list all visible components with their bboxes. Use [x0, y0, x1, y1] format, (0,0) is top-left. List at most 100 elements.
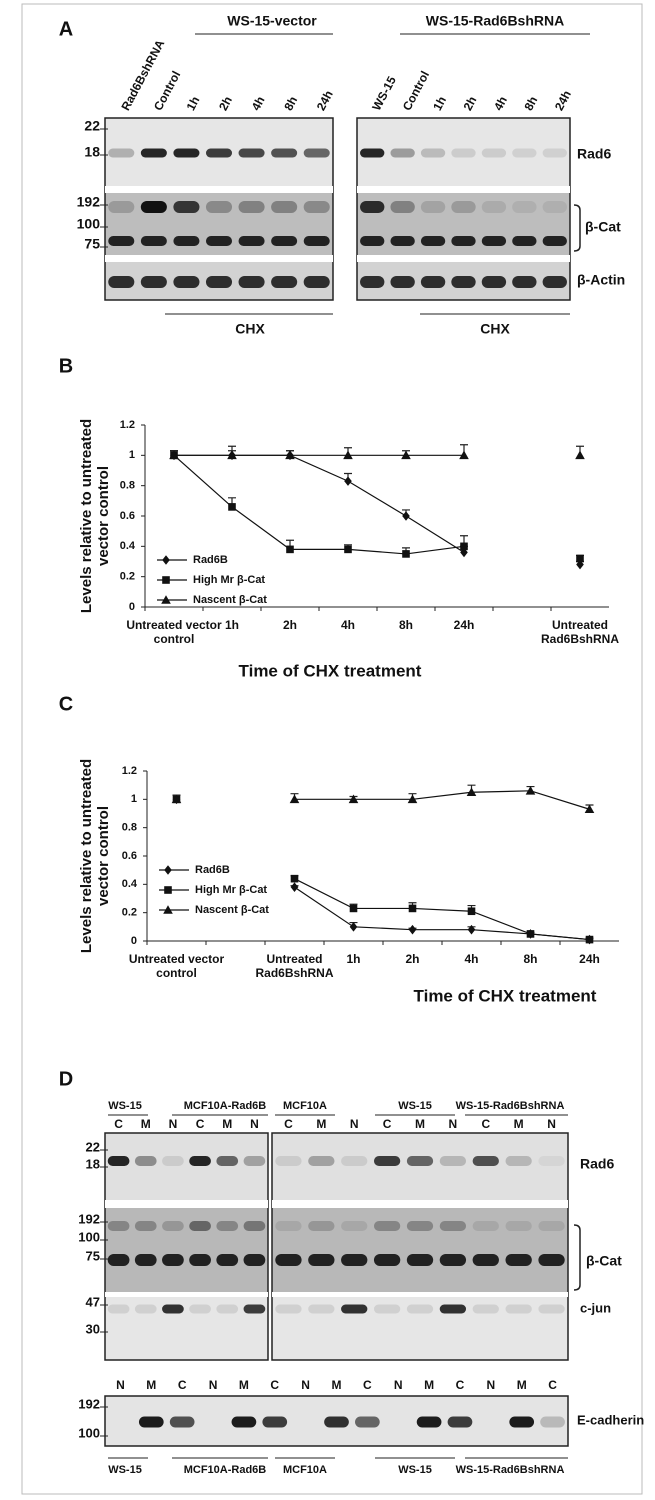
- mw-marker: 100: [78, 1229, 100, 1244]
- blot-band: [173, 149, 199, 158]
- blot-band: [141, 236, 167, 246]
- blot-band: [275, 1221, 301, 1231]
- blot-band: [341, 1156, 367, 1166]
- blot-band: [538, 1221, 564, 1231]
- blot-band: [275, 1305, 301, 1314]
- lane-label: N: [209, 1378, 218, 1392]
- blot-gap: [105, 186, 333, 193]
- y-tick-label: 1.2: [120, 419, 135, 431]
- legend-marker: [164, 886, 172, 894]
- blot-band: [135, 1156, 157, 1166]
- legend-label: High Mr β-Cat: [193, 574, 265, 586]
- group-label: MCF10A-Rad6B: [184, 1100, 267, 1112]
- blot-band: [206, 276, 232, 288]
- lane-label: N: [449, 1117, 458, 1131]
- lane-label: N: [250, 1117, 259, 1131]
- blot-band: [421, 236, 445, 246]
- blot-band: [275, 1156, 301, 1166]
- blot-band: [189, 1305, 211, 1314]
- lane-label: C: [114, 1117, 123, 1131]
- mw-marker: 75: [86, 1248, 100, 1263]
- blot-band: [374, 1305, 400, 1314]
- group-label: WS-15-Rad6BshRNA: [456, 1100, 565, 1112]
- blot-band: [538, 1305, 564, 1314]
- blot-band: [390, 149, 414, 158]
- mw-marker: 18: [86, 1156, 100, 1171]
- blot-band: [543, 149, 567, 158]
- lane-label: C: [178, 1378, 187, 1392]
- y-tick-label: 1: [129, 449, 135, 461]
- y-tick-label: 0: [129, 601, 135, 613]
- blot-band: [108, 1305, 130, 1314]
- blot-band: [216, 1156, 238, 1166]
- blot-band: [308, 1305, 334, 1314]
- lane-label: 24h: [314, 88, 336, 113]
- y-tick-label: 0.4: [122, 878, 138, 890]
- blot-band: [139, 1417, 164, 1428]
- data-marker: [350, 905, 358, 913]
- protein-label: β-Cat: [586, 1253, 622, 1269]
- lane-label: 2h: [216, 94, 235, 113]
- lane-label: C: [270, 1378, 279, 1392]
- blot-band: [482, 201, 506, 213]
- blot-band: [451, 149, 475, 158]
- blot-band: [304, 276, 330, 288]
- blot-band: [244, 1305, 266, 1314]
- lane-label: C: [456, 1378, 465, 1392]
- legend-label: High Mr β-Cat: [195, 884, 267, 896]
- lane-label: M: [141, 1117, 151, 1131]
- lane-label: N: [394, 1378, 403, 1392]
- protein-label: c-jun: [580, 1300, 611, 1315]
- blot-band: [374, 1156, 400, 1166]
- blot-strip: [272, 1208, 568, 1292]
- x-axis-title: Time of CHX treatment: [414, 986, 597, 1005]
- y-tick-label: 1: [131, 793, 137, 805]
- blot-band: [390, 201, 414, 213]
- blot-band: [308, 1254, 334, 1266]
- series-line: [174, 455, 464, 554]
- x-tick-label: 24h: [414, 619, 514, 633]
- blot-band: [407, 1156, 433, 1166]
- blot-band: [304, 201, 330, 213]
- lane-label: C: [196, 1117, 205, 1131]
- panel-label: C: [59, 693, 73, 715]
- bracket: [574, 205, 580, 251]
- blot-band: [173, 201, 199, 213]
- group-label: WS-15: [398, 1100, 432, 1112]
- blot-band: [440, 1156, 466, 1166]
- blot-band: [407, 1305, 433, 1314]
- blot-band: [206, 201, 232, 213]
- x-tick-label: Untreated vector control: [127, 953, 227, 981]
- blot-band: [543, 236, 567, 246]
- lane-label: 8h: [281, 94, 300, 113]
- blot-band: [141, 201, 167, 213]
- blot-band: [473, 1221, 499, 1231]
- mw-marker: 47: [86, 1294, 100, 1309]
- y-tick-label: 0.2: [120, 571, 135, 583]
- protein-label: β-Actin: [577, 272, 625, 288]
- blot-strip: [105, 1297, 268, 1360]
- blot-band: [512, 236, 536, 246]
- blot-band: [189, 1221, 211, 1231]
- blot-band: [271, 201, 297, 213]
- x-tick-label: Untreated Rad6BshRNA: [530, 619, 630, 647]
- blot-band: [341, 1221, 367, 1231]
- blot-band: [374, 1254, 400, 1266]
- blot-gap: [357, 255, 570, 262]
- group-label: MCF10A-Rad6B: [184, 1464, 267, 1476]
- data-marker: [228, 503, 236, 511]
- blot-band: [473, 1156, 499, 1166]
- blot-band: [216, 1305, 238, 1314]
- blot-band: [108, 149, 134, 158]
- blot-band: [162, 1305, 184, 1314]
- mw-marker: 22: [86, 1139, 100, 1154]
- blot-band: [482, 149, 506, 158]
- blot-band: [271, 149, 297, 158]
- lane-label: N: [301, 1378, 310, 1392]
- blot-strip: [105, 1208, 268, 1292]
- blot-band: [421, 149, 445, 158]
- blot-band: [341, 1305, 367, 1314]
- series-line: [174, 455, 464, 552]
- legend-label: Nascent β-Cat: [193, 594, 267, 606]
- lane-label: M: [517, 1378, 527, 1392]
